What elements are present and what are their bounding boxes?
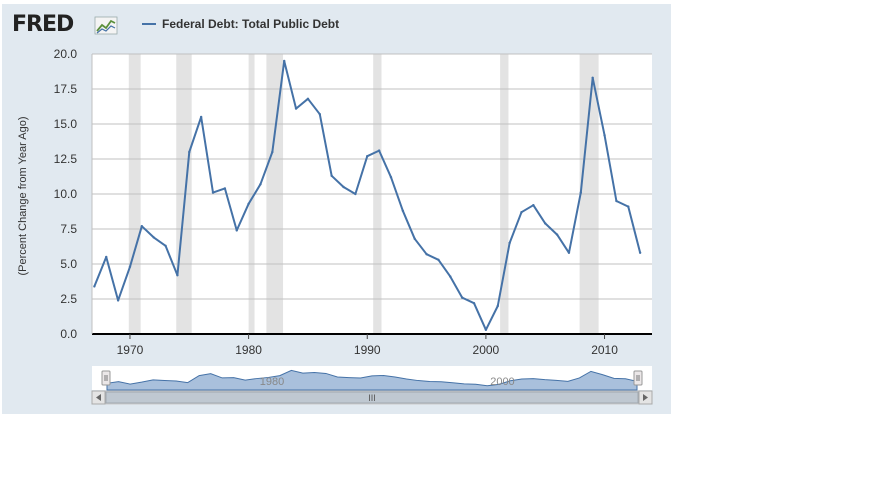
- data-point: [116, 299, 120, 302]
- data-point: [532, 204, 535, 207]
- scrollbar-thumb[interactable]: [105, 391, 639, 404]
- data-point: [437, 258, 440, 261]
- data-point: [472, 302, 476, 305]
- data-point: [425, 253, 428, 256]
- data-point: [176, 274, 179, 277]
- data-point: [306, 97, 310, 101]
- data-point: [128, 265, 132, 268]
- y-tick-label: 15.0: [54, 117, 78, 131]
- data-point: [283, 59, 286, 63]
- y-tick-label: 10.0: [54, 187, 78, 201]
- data-point: [567, 251, 571, 254]
- data-point: [105, 255, 108, 259]
- data-point: [211, 191, 215, 194]
- x-tick-label: 1990: [354, 343, 381, 357]
- y-tick-label: 5.0: [60, 257, 77, 271]
- data-point: [259, 183, 262, 186]
- data-point: [140, 225, 144, 228]
- data-point: [318, 113, 321, 116]
- chart-legend: Federal Debt: Total Public Debt: [142, 14, 339, 34]
- navigator-label: 2000: [490, 376, 514, 388]
- data-point: [188, 150, 191, 154]
- data-point: [603, 134, 606, 137]
- x-tick-label: 1980: [235, 343, 262, 357]
- data-point: [520, 211, 523, 214]
- data-point: [555, 233, 559, 236]
- data-point: [460, 296, 464, 299]
- data-point: [627, 205, 630, 208]
- data-point: [413, 237, 416, 240]
- x-tick-label: 2000: [473, 343, 500, 357]
- y-tick-label: 12.5: [54, 152, 78, 166]
- y-tick-label: 7.5: [60, 222, 77, 236]
- data-point: [235, 229, 238, 232]
- y-tick-label: 0.0: [60, 327, 77, 341]
- data-point: [484, 328, 488, 331]
- arrow-left-icon: [96, 394, 101, 401]
- navigator-series: [106, 369, 638, 391]
- line-chart-icon: [94, 16, 118, 35]
- data-point: [615, 199, 618, 203]
- navigator-handle[interactable]: [101, 370, 111, 386]
- data-point: [93, 285, 96, 288]
- legend-swatch: [142, 23, 156, 25]
- data-point: [330, 174, 333, 177]
- data-point: [591, 76, 594, 80]
- data-point: [638, 251, 642, 254]
- x-tick-label: 2010: [591, 343, 618, 357]
- data-point: [401, 209, 405, 212]
- data-point: [271, 150, 274, 154]
- scrollbar-grip: III: [368, 393, 376, 403]
- arrow-right-icon: [643, 394, 648, 401]
- data-point: [366, 155, 369, 158]
- data-point: [544, 222, 547, 225]
- data-point: [377, 149, 381, 152]
- data-point: [223, 187, 227, 190]
- y-tick-label: 17.5: [54, 82, 78, 96]
- data-point: [354, 192, 357, 196]
- data-point: [449, 275, 452, 278]
- data-point: [496, 304, 499, 308]
- data-point: [164, 244, 167, 247]
- data-point: [342, 185, 345, 189]
- data-point: [294, 107, 298, 110]
- x-tick-label: 1970: [117, 343, 144, 357]
- y-tick-label: 2.5: [60, 292, 77, 306]
- data-point: [247, 202, 250, 205]
- data-point: [508, 241, 511, 245]
- data-point: [579, 191, 583, 194]
- data-point: [199, 115, 203, 119]
- data-point: [152, 236, 155, 239]
- data-point: [389, 176, 393, 179]
- navigator-handle[interactable]: [633, 370, 643, 386]
- fred-logo: FRED: [12, 12, 74, 37]
- y-tick-label: 20.0: [54, 47, 78, 61]
- navigator-label: 1980: [260, 376, 284, 388]
- legend-label: Federal Debt: Total Public Debt: [162, 17, 340, 31]
